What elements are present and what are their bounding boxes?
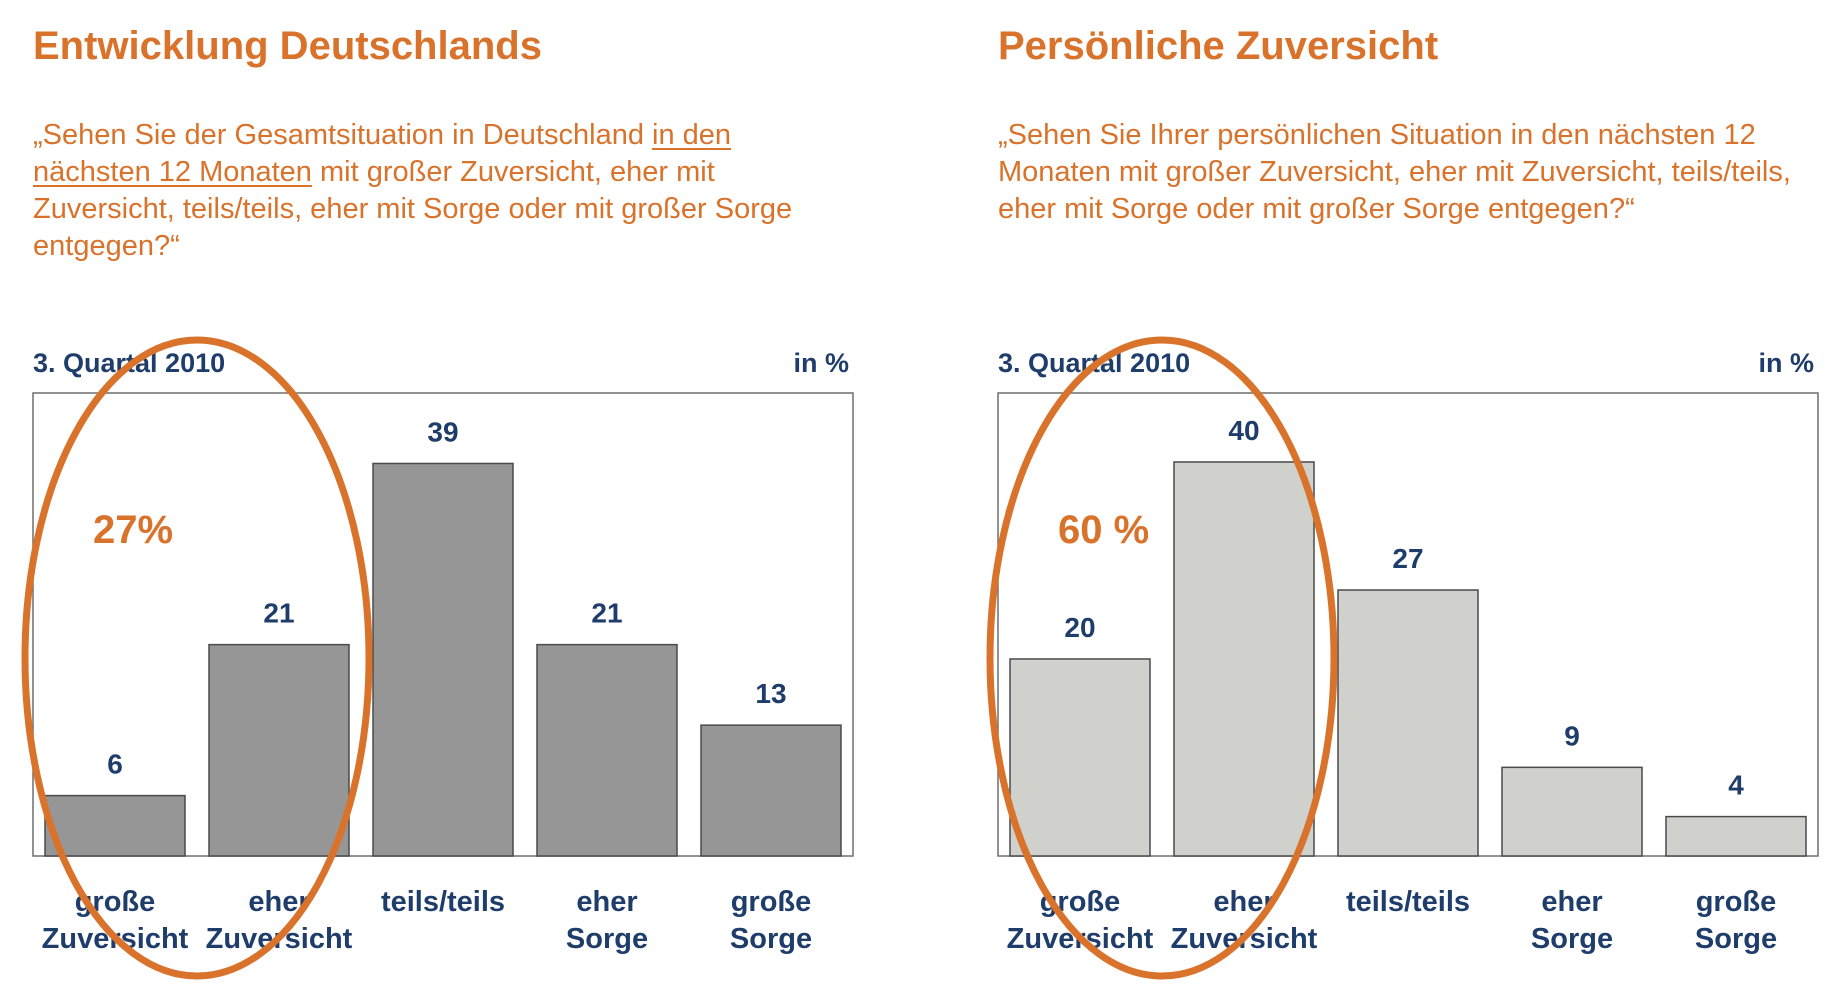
bar bbox=[1501, 766, 1643, 857]
unit-label: in % bbox=[793, 348, 849, 378]
chart-panel-persoenlich: Persönliche Zuversicht „Sehen Sie Ihrer … bbox=[965, 0, 1830, 986]
data-label: 27 bbox=[1392, 543, 1423, 574]
category-label: Sorge bbox=[730, 923, 812, 955]
bar bbox=[372, 462, 514, 857]
bar-chart-persoenlich: 3. Quartal 2010 in %20großeZuversicht40eh… bbox=[986, 336, 1819, 980]
category-label: Sorge bbox=[1531, 923, 1613, 955]
chart-title: Persönliche Zuversicht bbox=[998, 24, 1439, 68]
question-text-start: „Sehen Sie Ihrer persönlichen Situation … bbox=[998, 119, 1791, 225]
bar bbox=[44, 794, 186, 857]
data-label: 9 bbox=[1564, 720, 1580, 751]
data-label: 21 bbox=[591, 598, 622, 629]
category-label: eher bbox=[576, 886, 637, 918]
chart-title: Entwicklung Deutschlands bbox=[33, 24, 542, 68]
bar bbox=[1337, 589, 1479, 857]
bar bbox=[536, 643, 678, 857]
category-label: teils/teils bbox=[1346, 886, 1470, 918]
category-label: große bbox=[1696, 886, 1777, 918]
highlight-total-label: 60 % bbox=[1058, 508, 1149, 552]
unit-label: in % bbox=[1758, 348, 1814, 378]
chart-panel-deutschland: Entwicklung Deutschlands „Sehen Sie der … bbox=[21, 24, 854, 980]
question-text-end: mit großer Zuversicht, eher mit Zuversic… bbox=[33, 156, 793, 262]
category-label: eher bbox=[1541, 886, 1602, 918]
highlight-ellipse bbox=[986, 336, 1338, 980]
bar bbox=[208, 643, 350, 857]
data-label: 4 bbox=[1728, 770, 1744, 801]
bar-chart-deutschland: 3. Quartal 2010 in %6großeZuversicht21ehe… bbox=[21, 336, 854, 980]
bar bbox=[1173, 461, 1315, 857]
bar bbox=[1665, 815, 1807, 857]
highlight-ellipse bbox=[21, 336, 373, 980]
category-label: Sorge bbox=[566, 923, 648, 955]
category-label: große bbox=[731, 886, 812, 918]
question-text-underlined: in den nächsten 12 Monaten bbox=[33, 119, 732, 188]
data-label: 13 bbox=[755, 678, 786, 709]
survey-question: „Sehen Sie der Gesamtsituation in Deutsc… bbox=[33, 117, 853, 265]
bar bbox=[700, 724, 842, 857]
highlight-total-label: 27% bbox=[93, 508, 173, 552]
data-label: 20 bbox=[1064, 612, 1095, 643]
category-label: Sorge bbox=[1695, 923, 1777, 955]
data-label: 40 bbox=[1228, 415, 1259, 446]
question-text-start: „Sehen Sie der Gesamtsituation in Deutsc… bbox=[33, 119, 653, 151]
data-label: 39 bbox=[427, 416, 458, 447]
bar bbox=[1009, 658, 1151, 857]
survey-question: „Sehen Sie Ihrer persönlichen Situation … bbox=[998, 117, 1818, 228]
data-label: 6 bbox=[107, 749, 123, 780]
category-label: teils/teils bbox=[381, 886, 505, 918]
data-label: 21 bbox=[263, 598, 294, 629]
